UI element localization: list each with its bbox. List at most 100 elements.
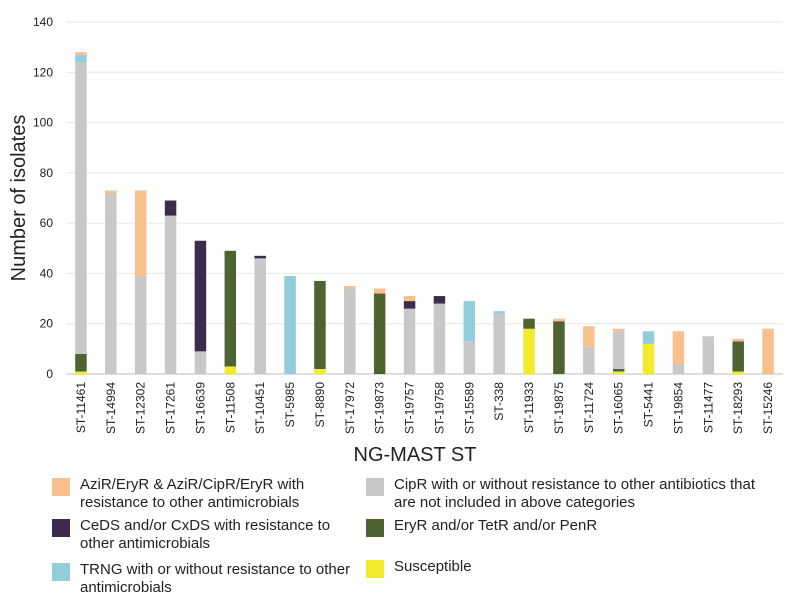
bar-segment [344, 288, 356, 374]
bar-segment [373, 293, 386, 374]
x-tick-label: ST-338 [492, 382, 506, 421]
bar-segment [75, 54, 87, 63]
y-axis: 0 20 40 60 80 100 120 140 [33, 15, 53, 381]
bar-segment [164, 200, 177, 216]
bar-segment [224, 250, 237, 367]
legend-swatch-susceptible [366, 560, 384, 578]
bar-segment [553, 321, 565, 374]
y-tick-label: 40 [40, 266, 54, 280]
bar-segment [75, 371, 87, 374]
x-tick-label: ST-11508 [223, 382, 237, 433]
bar-segment [254, 258, 266, 374]
bar-segment [732, 371, 744, 374]
bar-segment [164, 215, 177, 374]
legend-item-susceptible: Susceptible [366, 558, 776, 578]
x-tick-label: ST-17261 [164, 382, 178, 434]
y-tick-label: 60 [40, 216, 54, 230]
x-tick-label: ST-19875 [552, 382, 566, 434]
legend-label-cipr: CipR with or without resistance to other… [394, 476, 756, 511]
y-tick-label: 0 [46, 367, 53, 381]
x-tick-label: ST-11477 [701, 382, 715, 433]
bar-segment [134, 190, 147, 276]
legend-label-susceptible: Susceptible [394, 558, 472, 575]
x-tick-label: ST-15589 [462, 382, 476, 434]
legend-swatch-trng [52, 563, 70, 581]
bar-segment [523, 318, 535, 329]
x-tick-label: ST-19757 [403, 382, 417, 434]
x-tick-label: ST-19854 [671, 382, 685, 434]
x-tick-label: ST-17972 [343, 382, 357, 434]
bar-segment [732, 341, 744, 372]
legend-label-eryr: EryR and/or TetR and/or PenR [394, 517, 598, 534]
x-tick-label: ST-14994 [104, 382, 118, 434]
x-tick-label: ST-8890 [313, 382, 327, 428]
bar-segment [672, 331, 685, 364]
x-tick-label: ST-16639 [193, 382, 207, 434]
bar-segment [284, 275, 296, 374]
bar-segment [403, 301, 416, 309]
y-tick-label: 100 [33, 116, 53, 130]
x-tick-label: ST-19873 [373, 382, 387, 434]
legend-label-ceds: CeDS and/or CxDS with resistance to othe… [80, 517, 331, 552]
x-tick-label: ST-5985 [283, 382, 297, 428]
bar-segment [642, 343, 655, 374]
bar-segment [463, 301, 476, 342]
bar-segment [224, 366, 237, 374]
bar-segment [642, 331, 655, 344]
bar-segment [433, 296, 446, 304]
y-tick-label: 20 [40, 317, 54, 331]
legend-item-trng: TRNG with or without resistance to other… [52, 561, 352, 597]
x-tick-label: ST-12302 [134, 382, 148, 434]
stacked-bar-chart: 0 20 40 60 80 100 120 140 ST-11461 ST-14994 ST-12… [8, 15, 783, 466]
bar-segment [583, 326, 595, 347]
bar-segment [254, 255, 266, 259]
bar-segment [403, 308, 416, 374]
x-tick-label: ST-5441 [642, 382, 656, 428]
bar-segment [612, 371, 625, 374]
y-tick-label: 120 [33, 65, 53, 79]
bar-segment [403, 296, 416, 302]
bar-segment [105, 192, 117, 374]
bar-segment [612, 368, 625, 372]
bar-segment [373, 288, 386, 294]
bar-segment [762, 328, 774, 374]
x-tick-label: ST-15246 [761, 382, 775, 434]
bar-segment [75, 52, 87, 55]
x-tick-label: ST-18293 [731, 382, 745, 434]
legend-item-cipr: CipR with or without resistance to other… [366, 476, 776, 512]
bar-segment [672, 363, 685, 374]
x-axis: ST-11461 ST-14994 ST-12302 ST-17261 ST-16639… [74, 382, 775, 434]
x-tick-label: ST-11461 [74, 382, 88, 433]
x-tick-label: ST-19758 [432, 382, 446, 434]
legend-swatch-eryr [366, 519, 384, 537]
x-axis-title: NG-MAST ST [354, 444, 477, 466]
legend-label-trng: TRNG with or without resistance to other… [80, 561, 351, 596]
legend-swatch-ceds [52, 519, 70, 537]
gridlines [66, 21, 783, 375]
x-tick-label: ST-16065 [612, 382, 626, 434]
bar-segment [75, 353, 87, 372]
y-axis-title: Number of isolates [8, 115, 30, 282]
bar-segment [732, 338, 744, 342]
x-tick-label: ST-11724 [582, 382, 596, 433]
legend-item-ceds: CeDS and/or CxDS with resistance to othe… [52, 517, 352, 553]
x-tick-label: ST-11933 [522, 382, 536, 433]
bar-segment [344, 286, 356, 289]
bar-segment [493, 313, 505, 374]
legend-swatch-azir [52, 478, 70, 496]
legend-item-azir: AziR/EryR & AziR/CipR/EryR with resistan… [52, 476, 352, 512]
bar-segment [523, 328, 535, 374]
y-tick-label: 80 [40, 166, 54, 180]
bar-segment [194, 351, 207, 374]
bars [75, 52, 774, 374]
x-tick-label: ST-10451 [253, 382, 267, 434]
y-tick-label: 140 [33, 15, 53, 29]
bar-segment [493, 311, 505, 314]
bar-segment [75, 62, 87, 354]
bar-segment [702, 336, 715, 374]
bar-segment [314, 368, 326, 374]
bar-segment [463, 341, 476, 374]
bar-segment [194, 240, 207, 352]
bar-segment [553, 318, 565, 322]
legend-label-azir: AziR/EryR & AziR/CipR/EryR with resistan… [80, 476, 305, 511]
